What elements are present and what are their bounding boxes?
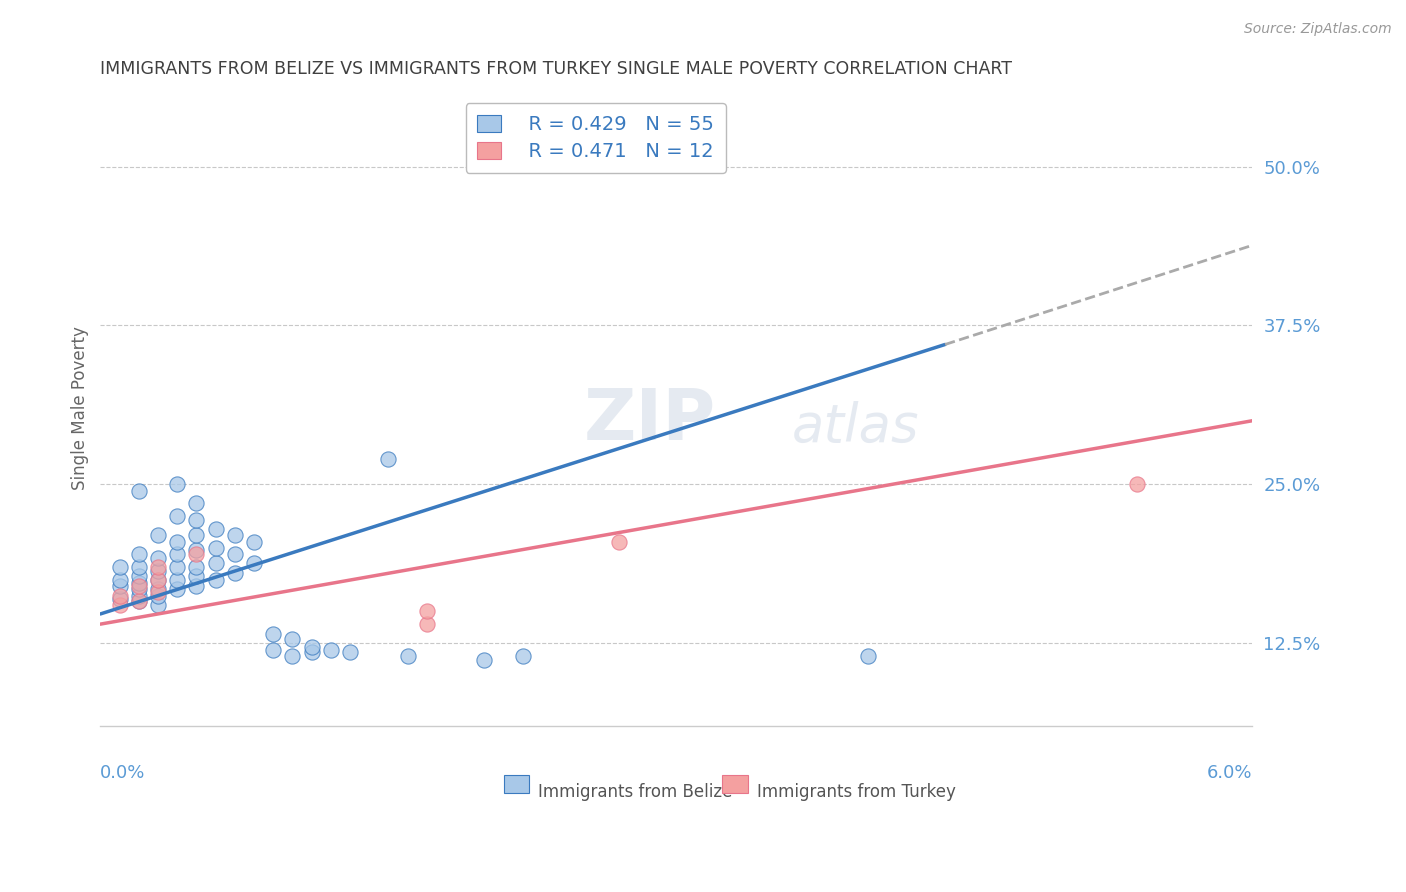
Point	[108, 598, 131, 612]
Text: Immigrants from Belize: Immigrants from Belize	[538, 783, 733, 801]
Point	[415, 604, 437, 618]
Point	[128, 594, 150, 608]
Point	[128, 579, 150, 593]
Point	[146, 560, 169, 574]
Point	[301, 645, 323, 659]
Point	[339, 645, 361, 659]
Point	[301, 640, 323, 654]
Point	[108, 589, 131, 603]
Point	[166, 477, 188, 491]
Point	[128, 576, 150, 591]
Point	[128, 594, 150, 608]
Point	[108, 591, 131, 606]
Point	[281, 648, 304, 663]
Point	[186, 528, 208, 542]
Point	[166, 582, 188, 596]
Text: ZIP: ZIP	[583, 386, 717, 455]
Point	[128, 547, 150, 561]
Point	[146, 585, 169, 599]
Point	[1126, 477, 1149, 491]
Point	[166, 560, 188, 574]
Point	[186, 579, 208, 593]
Point	[186, 569, 208, 583]
FancyBboxPatch shape	[723, 775, 748, 793]
Point	[472, 653, 495, 667]
Point	[146, 573, 169, 587]
Text: IMMIGRANTS FROM BELIZE VS IMMIGRANTS FROM TURKEY SINGLE MALE POVERTY CORRELATION: IMMIGRANTS FROM BELIZE VS IMMIGRANTS FRO…	[100, 60, 1012, 78]
Point	[512, 648, 534, 663]
Point	[186, 543, 208, 558]
Point	[415, 617, 437, 632]
Point	[166, 509, 188, 524]
Point	[146, 551, 169, 566]
Point	[204, 573, 226, 587]
Point	[607, 534, 630, 549]
Point	[128, 483, 150, 498]
Text: Immigrants from Turkey: Immigrants from Turkey	[756, 783, 956, 801]
Text: 0.0%: 0.0%	[100, 764, 146, 782]
Point	[243, 534, 266, 549]
Point	[262, 642, 284, 657]
Point	[146, 589, 169, 603]
Point	[128, 582, 150, 596]
Point	[377, 451, 399, 466]
Point	[204, 522, 226, 536]
Point	[146, 598, 169, 612]
FancyBboxPatch shape	[503, 775, 529, 793]
Point	[396, 648, 419, 663]
Point	[166, 573, 188, 587]
Point	[186, 496, 208, 510]
Point	[108, 560, 131, 574]
Point	[128, 589, 150, 603]
Point	[128, 569, 150, 583]
Point	[108, 573, 131, 587]
Point	[204, 556, 226, 570]
Text: 6.0%: 6.0%	[1206, 764, 1253, 782]
Point	[243, 556, 266, 570]
Point	[319, 642, 342, 657]
Point	[224, 528, 246, 542]
Legend:   R = 0.429   N = 55,   R = 0.471   N = 12: R = 0.429 N = 55, R = 0.471 N = 12	[465, 103, 725, 173]
Point	[146, 573, 169, 587]
Point	[224, 566, 246, 581]
Text: Source: ZipAtlas.com: Source: ZipAtlas.com	[1244, 22, 1392, 37]
Point	[128, 560, 150, 574]
Point	[858, 648, 880, 663]
Point	[224, 547, 246, 561]
Point	[281, 632, 304, 647]
Point	[166, 534, 188, 549]
Point	[186, 547, 208, 561]
Text: atlas: atlas	[792, 401, 920, 453]
Point	[146, 564, 169, 578]
Point	[186, 513, 208, 527]
Point	[146, 582, 169, 596]
Point	[262, 627, 284, 641]
Point	[146, 528, 169, 542]
Y-axis label: Single Male Poverty: Single Male Poverty	[72, 326, 89, 490]
Point	[186, 560, 208, 574]
Point	[166, 547, 188, 561]
Point	[108, 579, 131, 593]
Point	[204, 541, 226, 555]
